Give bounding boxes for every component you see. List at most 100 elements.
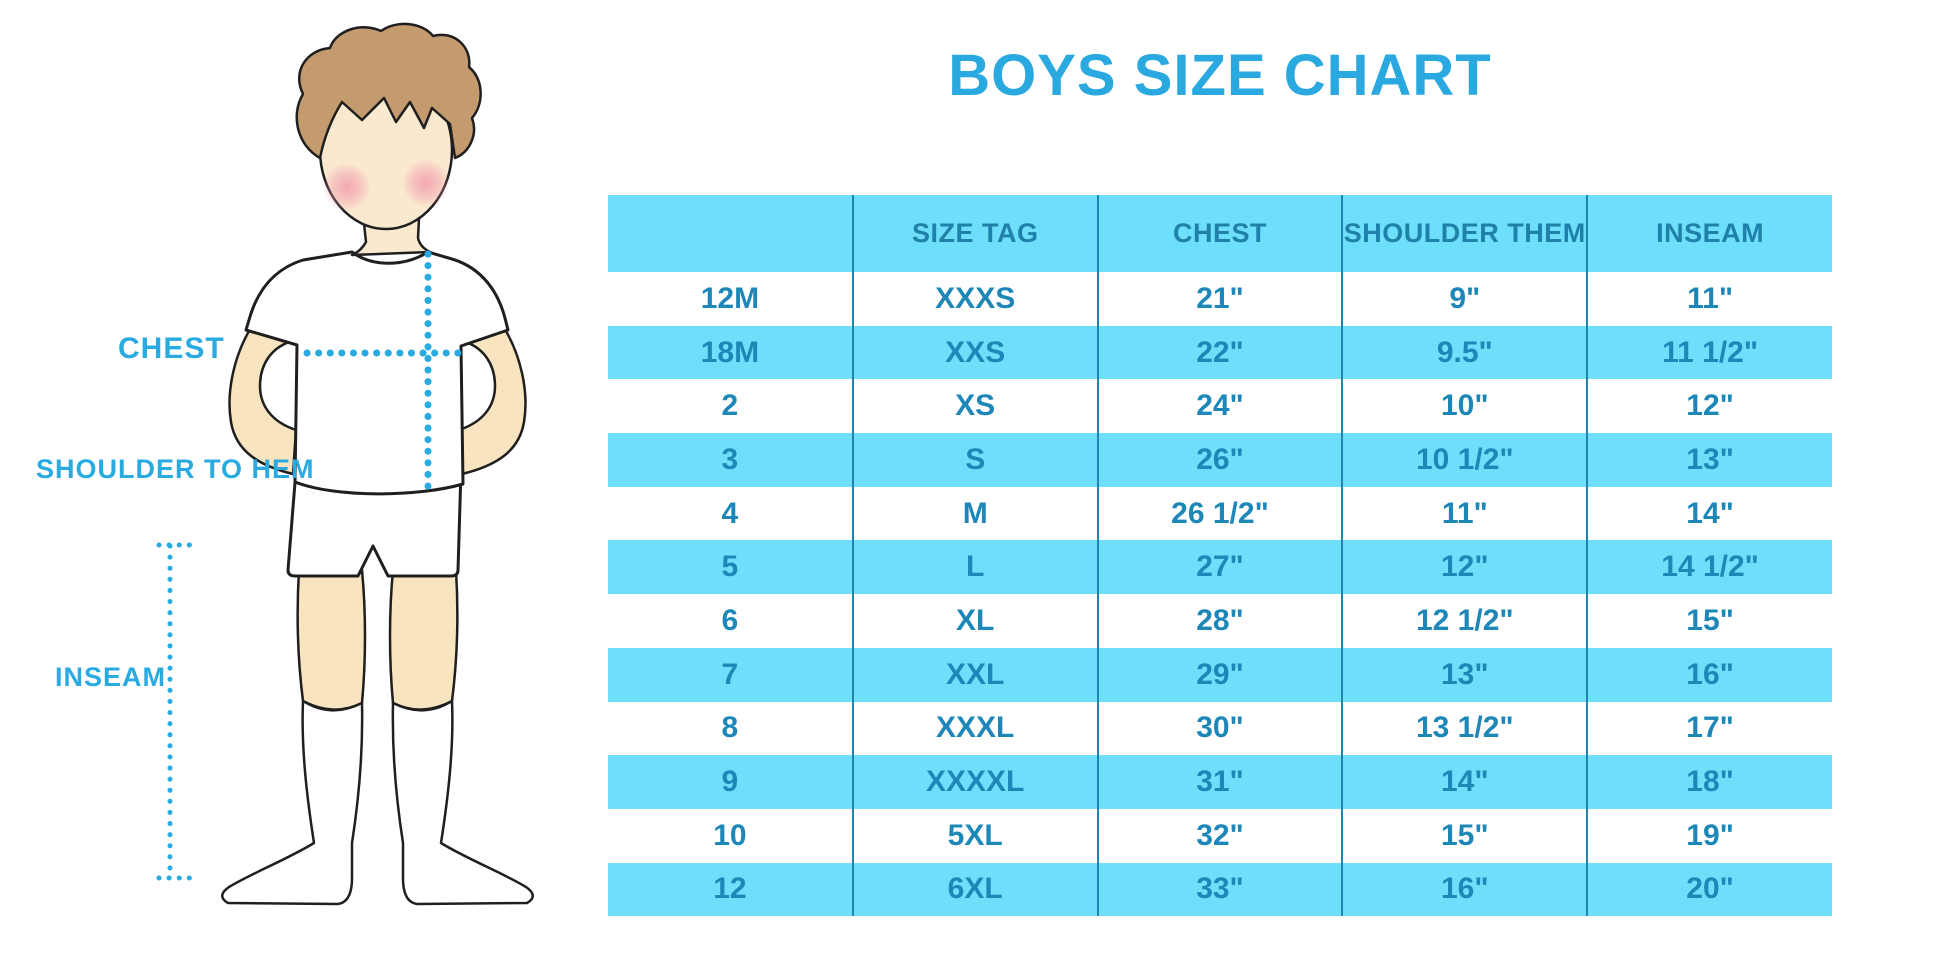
table-cell: 24" (1096, 379, 1343, 434)
right-arm (457, 324, 527, 476)
shorts (286, 468, 463, 578)
table-cell: 12M (608, 272, 853, 326)
inseam-measurement-label: INSEAM (55, 662, 167, 692)
table-row: 7 XXL 29" 13" 16" (608, 647, 1832, 702)
table-cell: 31" (1096, 755, 1343, 809)
size-table: SIZE TAG CHEST SHOULDER THEM INSEAM 12M X… (608, 195, 1832, 917)
table-cell: 10" (1341, 379, 1588, 434)
table-cell: 12 (608, 862, 853, 917)
column-header-chest: CHEST (1096, 195, 1343, 272)
table-cell: 11" (1586, 272, 1832, 326)
table-row: 8 XXXL 30" 13 1/2" 17" (608, 701, 1832, 756)
boy-illustration (156, 22, 534, 906)
table-cell: 10 (608, 808, 853, 863)
shoulder-to-hem-measurement-label: SHOULDER TO HEM (36, 454, 315, 484)
table-row: 6 XL 28" 12 1/2" 15" (608, 594, 1832, 648)
table-cell: 13" (1341, 647, 1588, 702)
table-row: 9 XXXXL 31" 14" 18" (608, 755, 1832, 809)
table-cell: 11 1/2" (1586, 325, 1832, 380)
table-cell: 32" (1096, 808, 1343, 863)
table-cell: 13" (1586, 433, 1832, 487)
right-sock (391, 699, 534, 906)
right-leg (388, 568, 459, 711)
left-arm (228, 324, 298, 476)
table-cell: XXS (851, 325, 1098, 380)
size-chart-panel: BOYS SIZE CHART SIZE TAG CHEST SHOULDER … (608, 0, 1832, 973)
table-row: 5 L 27" 12" 14 1/2" (608, 540, 1832, 595)
table-row: 3 S 26" 10 1/2" 13" (608, 433, 1832, 487)
table-cell: 21" (1096, 272, 1343, 326)
table-cell: 17" (1586, 701, 1832, 756)
table-cell: 27" (1096, 540, 1343, 595)
table-cell: XXXL (851, 701, 1098, 756)
column-header-shoulder-them: SHOULDER THEM (1341, 195, 1588, 272)
table-cell: 16" (1586, 647, 1832, 702)
table-cell: 22" (1096, 325, 1343, 380)
table-cell: 9 (608, 755, 853, 809)
chest-measurement-label: CHEST (118, 332, 225, 365)
table-cell: 4 (608, 486, 853, 541)
t-shirt (244, 250, 510, 496)
column-header-inseam: INSEAM (1586, 195, 1832, 272)
table-row: 10 5XL 32" 15" 19" (608, 808, 1832, 863)
table-cell: 14 1/2" (1586, 540, 1832, 595)
table-cell: 15" (1586, 594, 1832, 648)
table-row: 12 6XL 33" 16" 20" (608, 862, 1832, 917)
measurement-diagram: CHEST SHOULDER TO HEM INSEAM (0, 0, 608, 973)
table-cell: 5 (608, 540, 853, 595)
table-row: 18M XXS 22" 9.5" 11 1/2" (608, 325, 1832, 380)
table-cell: XS (851, 379, 1098, 434)
table-cell: 8 (608, 701, 853, 756)
table-cell: 16" (1341, 862, 1588, 917)
column-header-size-tag: SIZE TAG (851, 195, 1098, 272)
table-cell: 33" (1096, 862, 1343, 917)
table-cell: 26 1/2" (1096, 486, 1343, 541)
table-cell: 19" (1586, 808, 1832, 863)
table-cell: 20" (1586, 862, 1832, 917)
table-cell: M (851, 486, 1098, 541)
table-row: 2 XS 24" 10" 12" (608, 379, 1832, 434)
table-cell: XXXS (851, 272, 1098, 326)
table-cell: XXL (851, 647, 1098, 702)
table-cell: 11" (1341, 486, 1588, 541)
table-cell: 7 (608, 647, 853, 702)
table-cell: 14" (1586, 486, 1832, 541)
table-cell: 29" (1096, 647, 1343, 702)
table-cell: 6 (608, 594, 853, 648)
header-row: SIZE TAG CHEST SHOULDER THEM INSEAM (608, 195, 1832, 272)
size-table-header: SIZE TAG CHEST SHOULDER THEM INSEAM (608, 195, 1832, 272)
table-cell: 12 1/2" (1341, 594, 1588, 648)
left-blush (323, 163, 371, 211)
left-leg (296, 568, 367, 711)
table-cell: 26" (1096, 433, 1343, 487)
table-cell: 12" (1341, 540, 1588, 595)
size-table-body: 12M XXXS 21" 9" 11" 18M XXS 22" 9.5" 11 1/2" 2 XS 24… (608, 272, 1832, 917)
table-cell: 14" (1341, 755, 1588, 809)
table-cell: XXXXL (851, 755, 1098, 809)
table-cell: 3 (608, 433, 853, 487)
table-cell: L (851, 540, 1098, 595)
right-blush (402, 159, 450, 207)
table-cell: 15" (1341, 808, 1588, 863)
table-cell: XL (851, 594, 1098, 648)
table-cell: S (851, 433, 1098, 487)
table-cell: 9" (1341, 272, 1588, 326)
table-cell: 18M (608, 325, 853, 380)
table-cell: 12" (1586, 379, 1832, 434)
table-row: 4 M 26 1/2" 11" 14" (608, 486, 1832, 541)
table-cell: 6XL (851, 862, 1098, 917)
column-header-size (608, 195, 853, 272)
table-cell: 10 1/2" (1341, 433, 1588, 487)
table-cell: 9.5" (1341, 325, 1588, 380)
table-cell: 30" (1096, 701, 1343, 756)
table-cell: 5XL (851, 808, 1098, 863)
table-cell: 13 1/2" (1341, 701, 1588, 756)
table-cell: 18" (1586, 755, 1832, 809)
left-sock (221, 699, 364, 906)
page-title: BOYS SIZE CHART (948, 43, 1492, 108)
hair (295, 22, 482, 160)
table-row: 12M XXXS 21" 9" 11" (608, 272, 1832, 326)
table-cell: 2 (608, 379, 853, 434)
table-cell: 28" (1096, 594, 1343, 648)
